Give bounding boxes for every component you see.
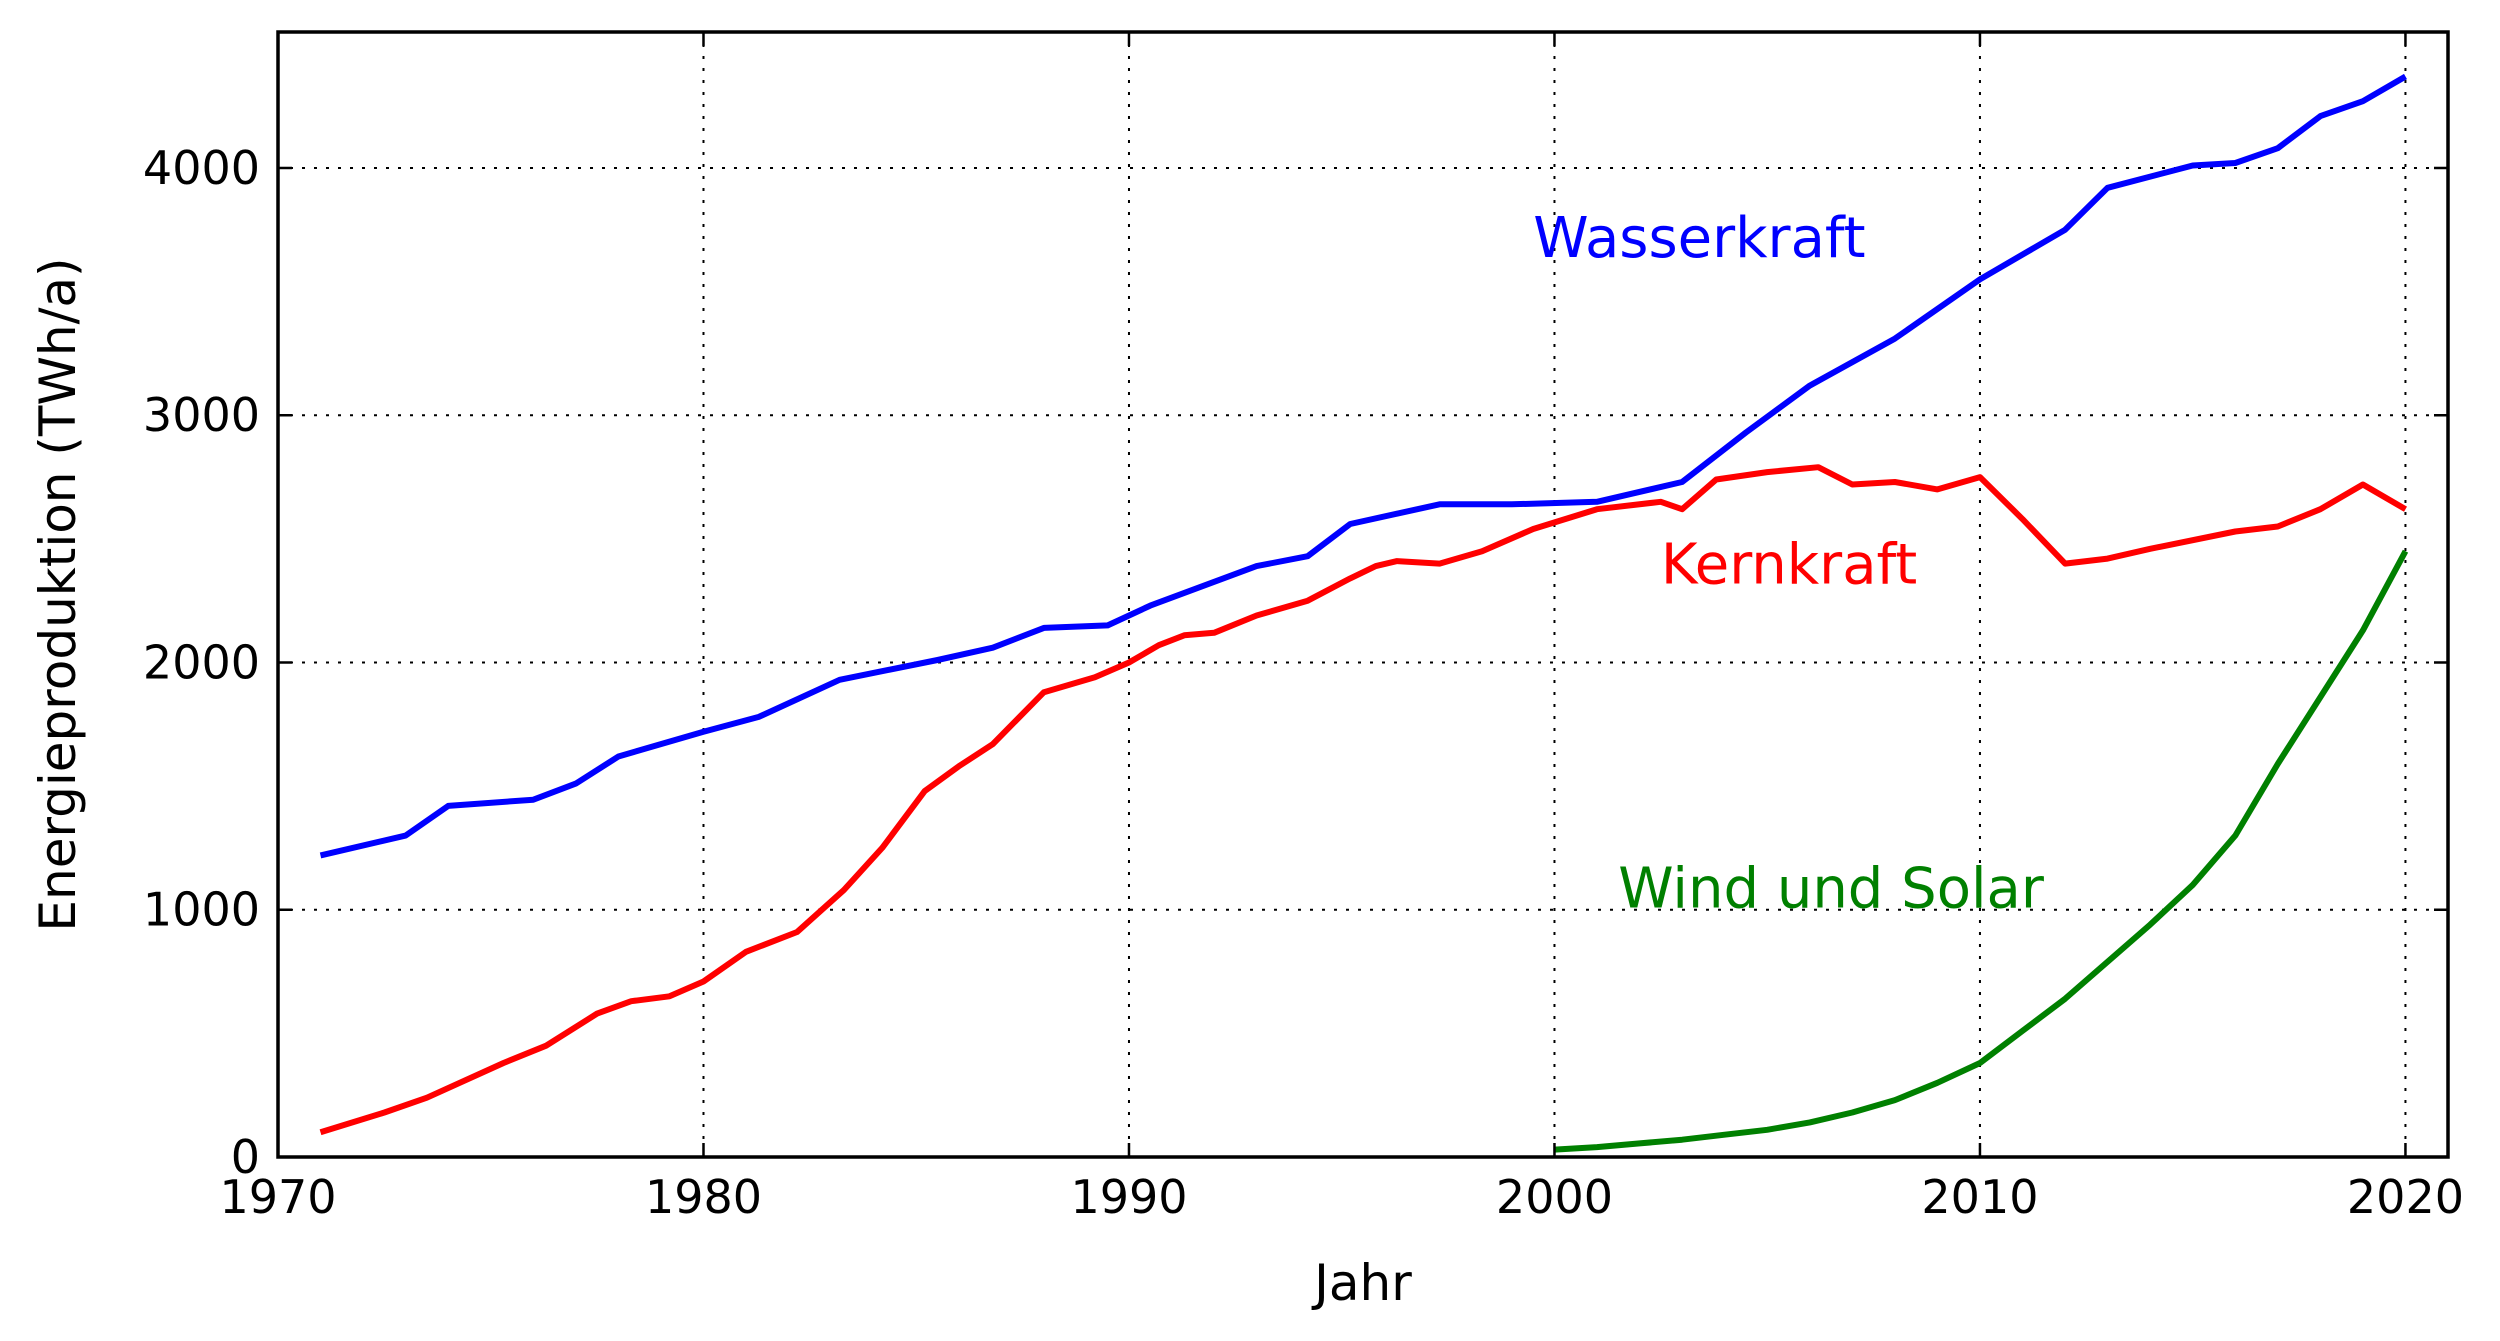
y-tick-labels: 0 1000 2000 3000 4000 [143,141,260,1184]
series-label-kernkraft: Kernkraft [1661,532,1917,597]
series-lines [319,73,2409,1153]
x-tick-label: 2020 [2347,1170,2464,1224]
series-label-wasserkraft: Wasserkraft [1533,206,1865,271]
x-tick-label: 1980 [645,1170,762,1224]
y-tick-label: 0 [231,1130,260,1184]
x-tick-labels: 1970 1980 1990 2000 2010 2020 [219,1170,2464,1224]
series-label-wind-und-solar: Wind und Solar [1618,856,2045,921]
y-axis-title: Energieproduktion (TWh/a) [29,257,87,931]
series-line-kernkraft [319,464,2408,1136]
plot-frame [276,30,2450,1159]
series-line-wind-und-solar [1554,549,2409,1153]
grid-lines [277,32,2448,1158]
y-tick-label: 2000 [143,635,260,689]
x-tick-label: 1970 [219,1170,336,1224]
series-line-wasserkraft [319,73,2408,859]
x-axis-title: Jahr [1311,1254,1412,1312]
x-tick-label: 1990 [1070,1170,1187,1224]
series-annotations: Wasserkraft Kernkraft Wind und Solar [1533,206,2045,921]
y-tick-label: 3000 [143,388,260,442]
x-tick-label: 2000 [1496,1170,1613,1224]
axis-ticks [276,32,2448,1159]
y-tick-label: 4000 [143,141,260,195]
x-tick-label: 2010 [1921,1170,2038,1224]
y-tick-label: 1000 [143,883,260,937]
